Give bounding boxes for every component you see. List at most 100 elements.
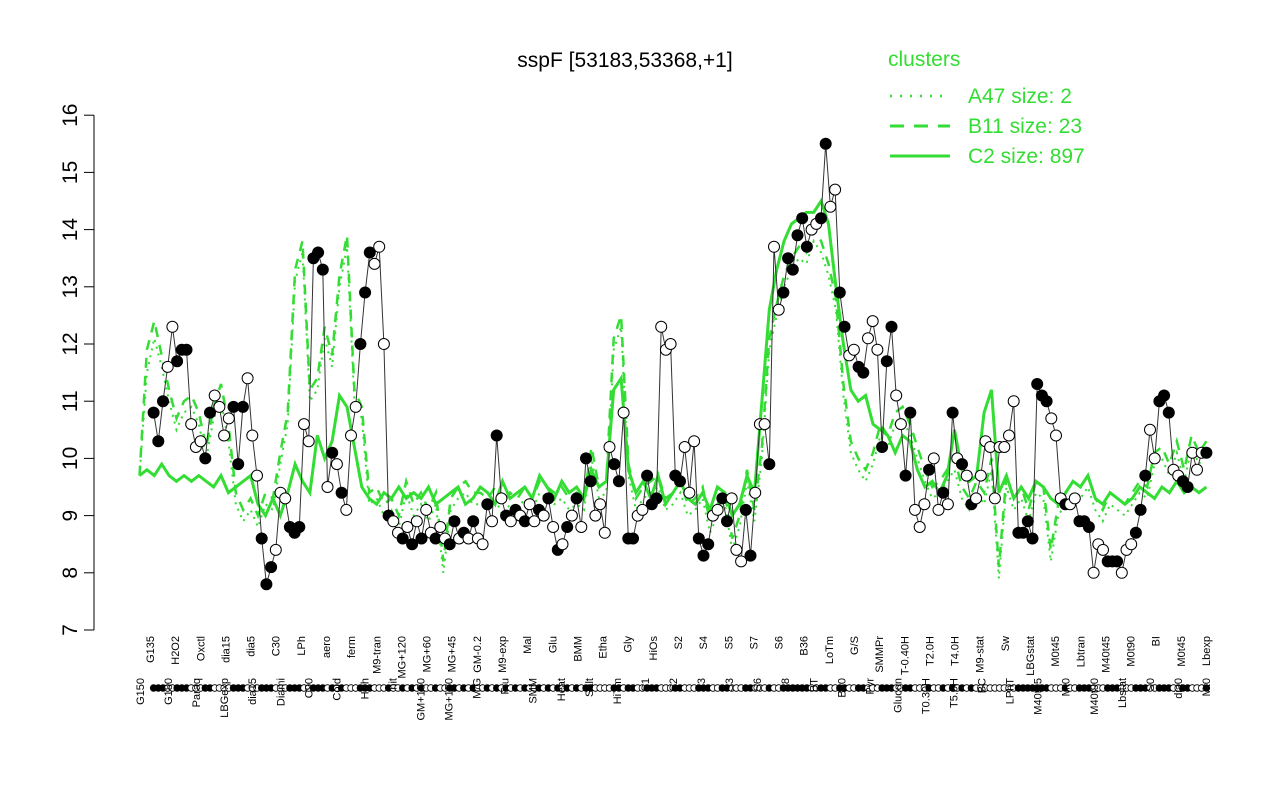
x-marker-224	[1202, 684, 1211, 692]
data-point-125	[735, 555, 748, 568]
x-axis-markers	[149, 684, 1211, 692]
x-label-lower-2: Paraq	[191, 678, 203, 707]
x-label-lower-11: MG+150	[444, 678, 456, 721]
x-label-lower-6: C90	[303, 678, 315, 698]
data-point-68	[467, 515, 480, 528]
x-label-lower-15: Heat	[556, 678, 568, 701]
data-point-206	[1115, 566, 1128, 579]
data-point-73	[490, 429, 503, 442]
x-label-lower-26: Pyr	[864, 678, 876, 695]
x-label-lower-8: HPh	[359, 678, 371, 699]
data-point-61	[434, 521, 447, 533]
data-point-190	[1040, 395, 1053, 408]
data-point-133	[772, 303, 785, 316]
data-point-102	[627, 532, 639, 545]
x-label-lower-20: S3	[696, 678, 708, 691]
x-label-upper-28: G/S	[849, 636, 861, 655]
data-point-113	[678, 441, 691, 453]
data-point-170	[946, 406, 959, 419]
x-label-upper-2: Oxctl	[195, 636, 207, 661]
data-point-127	[744, 549, 757, 562]
x-label-upper-35: LBGstat	[1025, 636, 1037, 676]
data-point-143	[819, 137, 832, 150]
x-label-lower-5: Diami	[275, 678, 287, 706]
data-point-136	[786, 263, 799, 276]
data-point-21	[246, 429, 259, 442]
x-label-lower-7: Cold	[331, 678, 343, 701]
data-point-49	[377, 338, 390, 350]
data-point-23	[255, 532, 268, 545]
legend-label-b11: B11 size: 23	[968, 115, 1082, 138]
data-point-200	[1087, 566, 1100, 579]
x-label-upper-39: M0t90	[1126, 636, 1138, 667]
data-point-107	[650, 492, 663, 505]
y-tick-label-11: 11	[59, 390, 82, 412]
data-point-48	[373, 240, 386, 253]
data-point-181	[998, 441, 1011, 453]
data-point-74	[495, 492, 508, 505]
y-tick-label-15: 15	[59, 161, 82, 184]
x-label-upper-19: Gly	[623, 636, 635, 653]
data-point-58	[420, 503, 433, 516]
data-point-224	[1200, 446, 1213, 459]
data-point-144	[824, 200, 837, 213]
data-point-105	[641, 469, 654, 482]
data-point-138	[796, 212, 809, 225]
data-point-93	[584, 475, 597, 488]
data-point-116	[692, 532, 705, 545]
data-point-45	[359, 286, 372, 299]
x-label-lower-9: nit	[388, 678, 400, 690]
data-point-208	[1125, 538, 1138, 551]
data-point-209	[1129, 526, 1142, 539]
data-point-220	[1181, 481, 1194, 493]
x-label-upper-23: S5	[723, 636, 735, 649]
data-point-164	[918, 498, 931, 511]
data-point-117	[697, 549, 710, 562]
data-point-15	[218, 429, 231, 442]
data-point-1	[152, 435, 165, 448]
data-point-2	[157, 395, 169, 408]
data-point-42	[345, 429, 357, 442]
x-label-upper-41: M0t45	[1176, 636, 1188, 667]
x-label-upper-6: LPh	[296, 636, 308, 656]
data-point-108	[655, 320, 668, 333]
data-point-64	[448, 515, 461, 528]
x-label-lower-17: HiTm	[612, 678, 624, 704]
data-point-145	[829, 183, 842, 196]
x-label-lower-25: B60	[836, 678, 848, 698]
data-point-11	[199, 452, 212, 465]
data-point-26	[269, 543, 282, 556]
y-tick-label-13: 13	[59, 275, 82, 298]
y-axis: 7 8 9 10 11 12 13 14 15 16	[59, 104, 95, 636]
data-point-16	[222, 412, 235, 425]
data-point-36	[316, 263, 329, 276]
data-point-183	[1007, 395, 1020, 408]
data-point-118	[702, 538, 715, 551]
data-point-157	[885, 320, 898, 333]
x-label-upper-31: T2.0H	[924, 636, 936, 666]
y-tick-label-8: 8	[59, 567, 82, 579]
data-point-7	[180, 343, 193, 356]
x-label-lower-27: Glucon	[892, 678, 904, 713]
data-point-56	[410, 515, 423, 528]
data-point-81	[528, 515, 541, 528]
data-point-161	[904, 406, 917, 419]
data-point-40	[335, 486, 348, 499]
data-point-169	[941, 498, 954, 511]
data-point-185	[1017, 526, 1030, 539]
data-point-24	[260, 578, 273, 591]
data-point-192	[1050, 429, 1062, 442]
data-point-191	[1045, 412, 1058, 425]
data-point-96	[598, 526, 611, 539]
data-point-8	[185, 418, 198, 431]
data-point-120	[711, 503, 724, 516]
data-point-162	[909, 503, 921, 516]
data-point-153	[866, 315, 879, 328]
x-label-lower-32: M40t45	[1033, 678, 1045, 715]
x-label-lower-0: G150	[135, 678, 147, 705]
x-label-lower-33: Mt0	[1061, 678, 1073, 696]
data-point-175	[970, 492, 983, 505]
x-label-lower-21: S3	[724, 678, 736, 691]
data-point-98	[608, 458, 621, 471]
